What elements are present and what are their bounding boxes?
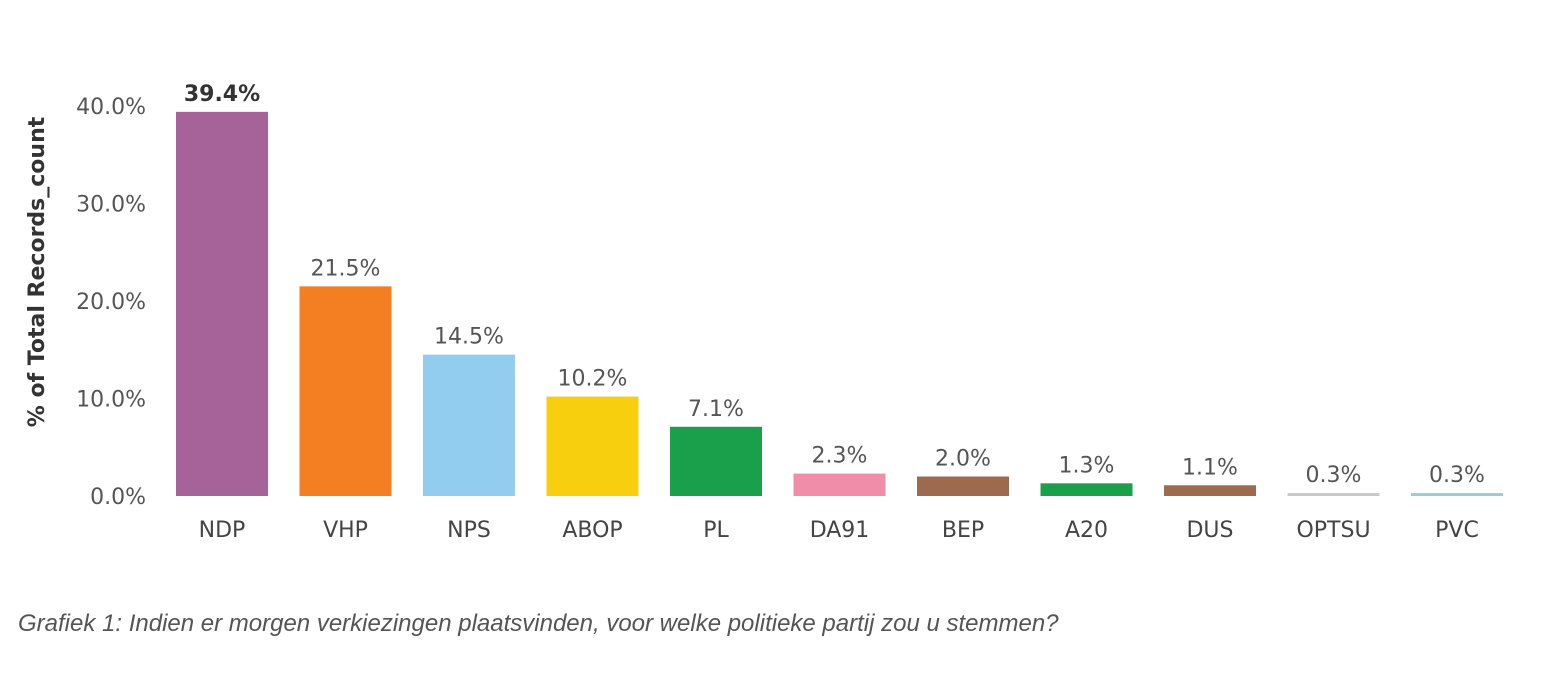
category-label-pl: PL	[703, 518, 729, 543]
data-labels-group: 39.4% 21.5% 14.5% 10.2% 7.1% 2.3% 2.0% 1.3% 1.1%…	[184, 82, 1485, 488]
bar-chart: % of Total Records_count 0.0% 10.0% 20.0% 3…	[25, 82, 1503, 543]
category-labels-group: NDP VHP NPS ABOP PL DA91 BEP A20 DUS OPTSU PVC	[199, 518, 1479, 543]
data-label-pl: 7.1%	[688, 397, 744, 422]
y-tick-label: 30.0%	[76, 193, 146, 218]
category-label-a20: A20	[1065, 518, 1108, 543]
y-tick-label: 10.0%	[76, 388, 146, 413]
bars-group	[176, 111, 1503, 496]
bar-nps	[423, 354, 515, 496]
bar-pl	[670, 426, 762, 496]
bar-optsu	[1287, 493, 1380, 496]
data-label-vhp: 21.5%	[311, 256, 381, 281]
y-tick-label: 20.0%	[76, 290, 146, 315]
y-axis-ticks: 0.0% 10.0% 20.0% 30.0% 40.0%	[76, 95, 146, 510]
bar-ndp	[176, 111, 268, 496]
category-label-dus: DUS	[1186, 518, 1233, 543]
bar-da91	[793, 473, 886, 496]
bar-dus	[1164, 485, 1256, 496]
data-label-dus: 1.1%	[1182, 455, 1238, 480]
data-label-ndp: 39.4%	[184, 82, 260, 107]
category-label-abop: ABOP	[562, 518, 622, 543]
category-label-pvc: PVC	[1435, 518, 1479, 543]
bar-abop	[546, 396, 639, 496]
y-axis-title: % of Total Records_count	[25, 116, 50, 427]
category-label-ndp: NDP	[199, 518, 246, 543]
bar-bep	[917, 476, 1009, 496]
data-label-da91: 2.3%	[812, 444, 868, 469]
category-label-da91: DA91	[810, 518, 870, 543]
bar-pvc	[1411, 493, 1503, 496]
chart-caption: Grafiek 1: Indien er morgen verkiezingen…	[18, 610, 1059, 637]
category-label-nps: NPS	[447, 518, 491, 543]
data-label-nps: 14.5%	[434, 325, 504, 350]
chart-svg: % of Total Records_count 0.0% 10.0% 20.0% 3…	[25, 82, 1503, 543]
data-label-a20: 1.3%	[1059, 453, 1115, 478]
data-label-optsu: 0.3%	[1306, 463, 1362, 488]
bar-vhp	[299, 286, 392, 496]
y-tick-label: 0.0%	[90, 485, 146, 510]
category-label-optsu: OPTSU	[1296, 518, 1370, 543]
category-label-bep: BEP	[942, 518, 984, 543]
bar-a20	[1040, 483, 1133, 496]
y-tick-label: 40.0%	[76, 95, 146, 120]
data-label-abop: 10.2%	[558, 367, 628, 392]
category-label-vhp: VHP	[323, 518, 368, 543]
data-label-pvc: 0.3%	[1429, 463, 1485, 488]
data-label-bep: 2.0%	[935, 447, 991, 472]
